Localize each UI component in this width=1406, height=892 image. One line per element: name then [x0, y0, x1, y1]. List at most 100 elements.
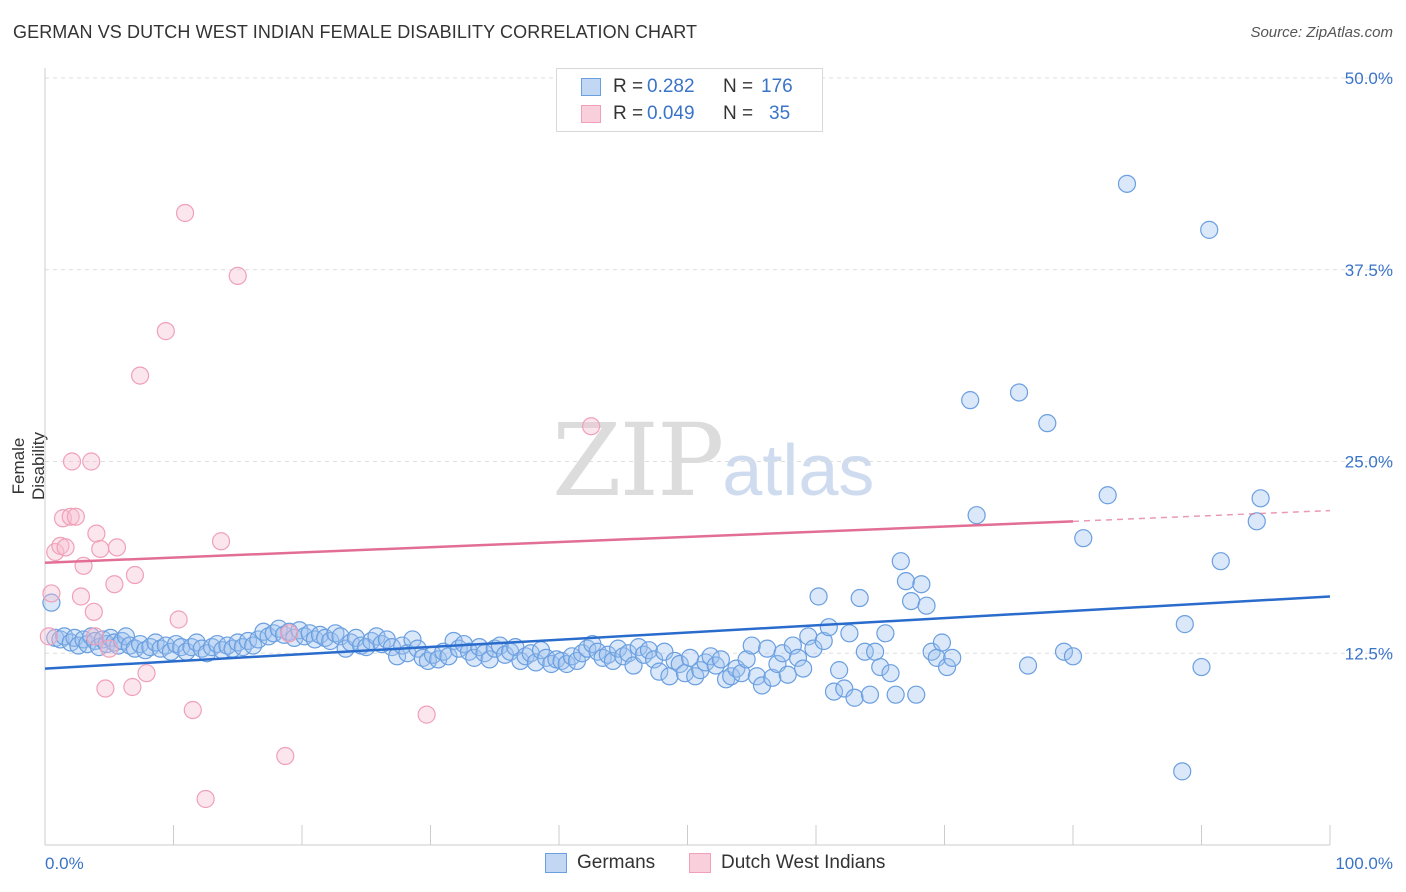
german-point: [876, 624, 895, 643]
german-point: [1192, 657, 1211, 677]
dutch-point: [123, 677, 142, 697]
german-point: [881, 664, 900, 683]
german-point: [665, 651, 684, 671]
german-point: [871, 657, 890, 677]
german-point: [932, 633, 952, 652]
german-point: [316, 628, 335, 648]
german-point: [136, 641, 155, 660]
watermark-zip: ZIP: [552, 402, 724, 519]
dutch-point: [86, 627, 105, 646]
y-tick-label: 50.0%: [1345, 69, 1393, 88]
german-point: [614, 647, 633, 666]
dutch-point: [582, 417, 601, 436]
german-point: [912, 575, 931, 594]
germans-legend-label: Germans: [577, 852, 656, 873]
german-point: [1063, 647, 1083, 666]
german-point: [465, 648, 484, 667]
grid-lines: [45, 77, 1393, 654]
german-point: [737, 650, 756, 669]
german-point: [961, 391, 980, 410]
german-point: [1018, 656, 1038, 675]
german-point: [711, 650, 731, 669]
n-value: 176: [761, 76, 793, 97]
dutch-point: [137, 664, 156, 683]
german-point: [943, 648, 962, 667]
german-point: [819, 618, 838, 637]
dutch-point: [82, 452, 101, 471]
axes: [44, 68, 1331, 846]
legend-germans: Germans: [545, 852, 655, 874]
r-label: R =: [613, 76, 644, 97]
legend-row-dutch: R = 0.049 N = 35: [581, 101, 790, 127]
dutch-point: [84, 602, 103, 621]
german-point: [891, 552, 910, 571]
source-label: Source: ZipAtlas.com: [1250, 24, 1393, 41]
y-tick-label: 37.5%: [1345, 261, 1393, 280]
german-point: [516, 647, 535, 666]
dutch-point: [91, 539, 110, 559]
dutch-point: [183, 700, 202, 720]
tick-labels: 12.5% 25.0% 37.5% 50.0% 0.0% 100.0%: [45, 69, 1393, 873]
german-point: [824, 682, 844, 701]
german-point: [116, 627, 136, 646]
german-point: [639, 641, 659, 660]
german-point: [218, 636, 237, 655]
german-point: [295, 627, 314, 646]
trend-lines: [44, 509, 1331, 670]
german-point: [495, 645, 515, 664]
dutch-point: [105, 575, 124, 594]
dutch-point: [211, 532, 231, 551]
dutch-point: [42, 584, 61, 603]
dutch-legend-label: Dutch West Indians: [721, 852, 886, 873]
german-point: [835, 679, 854, 698]
dutch-point: [61, 507, 80, 526]
german-point: [896, 572, 916, 591]
dutch-point: [130, 366, 150, 385]
dutch-point: [417, 705, 436, 724]
german-point: [845, 688, 864, 707]
german-point: [763, 668, 782, 687]
german-point: [758, 639, 777, 658]
r-value: 0.049: [647, 103, 695, 124]
watermark: ZIPatlas: [552, 402, 874, 519]
german-point: [907, 685, 926, 704]
dutch-point: [280, 624, 299, 643]
german-point: [850, 588, 869, 608]
german-point: [901, 591, 921, 611]
german-point: [552, 651, 571, 671]
german-point: [752, 676, 772, 695]
correlation-legend: R = 0.282 N = 176 R = 0.049 N = 35: [556, 68, 823, 132]
legend-row-germans: R = 0.282 N = 176: [581, 74, 793, 100]
x-tick-label: 100.0%: [1335, 854, 1393, 873]
r-value: 0.282: [647, 76, 695, 97]
german-point: [937, 657, 957, 677]
german-point: [1074, 529, 1093, 548]
german-point: [860, 685, 880, 704]
german-point: [855, 642, 874, 661]
german-point: [670, 654, 689, 674]
german-point: [840, 624, 859, 643]
german-point: [1009, 383, 1029, 402]
germans-swatch: [581, 78, 601, 96]
dutch-trend-line: [44, 520, 1074, 564]
german-point: [701, 647, 720, 666]
german-point: [202, 638, 222, 657]
german-point: [1200, 220, 1219, 239]
german-point: [310, 625, 330, 644]
x-tick-label: 0.0%: [45, 854, 84, 873]
dutch-point: [100, 639, 119, 658]
dutch-point: [87, 524, 106, 543]
german-point: [814, 631, 833, 651]
german-point: [650, 662, 669, 681]
german-point: [259, 627, 278, 646]
german-point: [804, 639, 823, 658]
dutch-point: [175, 203, 195, 223]
german-point: [593, 648, 612, 667]
german-point: [1117, 174, 1137, 193]
german-point: [747, 667, 766, 686]
german-point: [1098, 486, 1117, 505]
n-value: 35: [769, 103, 791, 124]
german-point: [166, 634, 186, 654]
dutch-point: [56, 538, 75, 557]
